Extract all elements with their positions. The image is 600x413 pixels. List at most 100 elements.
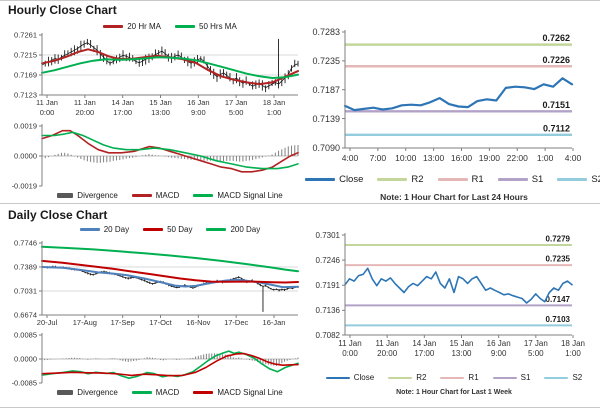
r2-swatch <box>388 376 413 379</box>
macd-swatch <box>131 391 152 394</box>
legend-label-macd-signal-line: MACD Signal Line <box>217 388 283 397</box>
20-hr-ma-swatch <box>103 25 124 28</box>
legend-item-macd: MACD <box>131 388 179 397</box>
legend-label-r2: R2 <box>411 174 424 185</box>
svg-text:0.7123: 0.7123 <box>14 91 37 100</box>
svg-text:20:00: 20:00 <box>377 349 398 358</box>
daily-price-legend: 20 Day 50 Day 200 Day <box>42 225 298 234</box>
hourly-price-legend: 20 Hr MA 50 Hrs MA <box>42 22 298 31</box>
svg-text:5:00: 5:00 <box>229 108 244 117</box>
legend-label-r1: R1 <box>468 373 479 382</box>
svg-text:0.7112: 0.7112 <box>543 123 570 133</box>
daily-macd-chart: 0.0085 0.0000 -0.0085 <box>12 331 299 388</box>
svg-text:-0.0019: -0.0019 <box>12 182 37 191</box>
divider-top <box>0 0 600 1</box>
50-hrs-ma-swatch <box>175 25 195 28</box>
svg-text:0.7746: 0.7746 <box>14 239 37 248</box>
svg-text:0.7389: 0.7389 <box>14 263 37 272</box>
legend-label-r2: R2 <box>416 373 427 382</box>
legend-item-50-hrs-ma: 50 Hrs MA <box>175 22 237 31</box>
legend-item-r2: R2 <box>377 174 424 185</box>
svg-text:-0.0085: -0.0085 <box>12 379 37 388</box>
legend-label-r1: R1 <box>471 174 484 185</box>
svg-text:0.7187: 0.7187 <box>312 85 340 95</box>
macd-signal-line-swatch <box>193 391 214 394</box>
svg-text:9:00: 9:00 <box>191 108 206 117</box>
svg-text:0.7262: 0.7262 <box>542 33 570 43</box>
svg-text:11 Jan: 11 Jan <box>36 98 58 107</box>
svg-text:0.7139: 0.7139 <box>312 114 340 124</box>
svg-text:0.7235: 0.7235 <box>312 56 340 66</box>
svg-text:10:00: 10:00 <box>395 153 417 163</box>
svg-text:18 Jan: 18 Jan <box>561 339 585 348</box>
svg-text:16 Jan: 16 Jan <box>487 339 511 348</box>
svg-text:1:00: 1:00 <box>267 108 282 117</box>
svg-text:17:00: 17:00 <box>113 108 132 117</box>
s2-swatch <box>557 178 588 181</box>
svg-text:19:00: 19:00 <box>479 153 501 163</box>
legend-label-20-hr-ma: 20 Hr MA <box>127 22 161 31</box>
svg-text:16-Nov: 16-Nov <box>186 318 210 327</box>
svg-text:1:00: 1:00 <box>537 153 554 163</box>
svg-text:0.7151: 0.7151 <box>542 100 570 110</box>
legend-label-s2: S2 <box>572 373 583 382</box>
legend-item-macd: MACD <box>131 191 179 200</box>
sr-week-chart: 0.7279 0.7235 0.7147 0.7103 0.7301 0.7246 0.71… <box>316 231 585 358</box>
divider-middle <box>0 203 600 204</box>
svg-text:11 Jan: 11 Jan <box>74 98 96 107</box>
svg-text:0.7215: 0.7215 <box>14 51 37 60</box>
svg-text:20:00: 20:00 <box>75 108 94 117</box>
50-day-swatch <box>143 228 164 231</box>
svg-text:0.7147: 0.7147 <box>546 295 571 304</box>
legend-item-s1: S1 <box>497 174 543 185</box>
svg-text:5:00: 5:00 <box>528 349 544 358</box>
sr-24h-legend: Close R2 R1 S1 S2 <box>305 174 600 185</box>
legend-item-r1: R1 <box>437 174 484 185</box>
legend-label-50-day: 50 Day <box>167 225 193 234</box>
daily-macd-legend: Divergence MACD MACD Signal Line <box>42 388 298 397</box>
hourly-macd-chart: 0.0019 0.0000 -0.0019 <box>12 122 299 191</box>
svg-text:13:00: 13:00 <box>151 108 170 117</box>
legend-item-r1: R1 <box>440 373 479 382</box>
svg-text:0.7261: 0.7261 <box>14 31 37 40</box>
legend-item-s2: S2 <box>557 174 600 185</box>
svg-text:0.7246: 0.7246 <box>316 256 341 265</box>
daily-section-title: Daily Close Chart <box>8 208 108 222</box>
legend-item-divergence: Divergence <box>57 191 118 200</box>
legend-item-close: Close <box>305 174 363 185</box>
svg-text:0.7283: 0.7283 <box>312 27 340 37</box>
svg-text:17 Jan: 17 Jan <box>524 339 548 348</box>
svg-text:11 Jan: 11 Jan <box>375 339 398 348</box>
legend-label-50-hrs-ma: 50 Hrs MA <box>199 22 237 31</box>
svg-text:15 Jan: 15 Jan <box>449 339 473 348</box>
legend-item-50-day: 50 Day <box>143 225 192 234</box>
sr-week-legend: Close R2 R1 S1 S2 <box>310 373 598 382</box>
legend-item-s2: S2 <box>544 373 582 382</box>
legend-item-r2: R2 <box>388 373 426 382</box>
legend-label-divergence: Divergence <box>77 388 118 397</box>
svg-text:0.7279: 0.7279 <box>546 235 571 244</box>
svg-text:17-Sep: 17-Sep <box>111 318 135 327</box>
svg-text:14 Jan: 14 Jan <box>412 339 436 348</box>
svg-text:0.0019: 0.0019 <box>14 122 37 131</box>
legend-item-s1: S1 <box>492 373 530 382</box>
r2-swatch <box>377 178 408 181</box>
hourly-section-title: Hourly Close Chart <box>8 3 117 17</box>
svg-text:0:00: 0:00 <box>342 349 358 358</box>
svg-text:0.6674: 0.6674 <box>14 311 37 320</box>
20-day-swatch <box>79 228 100 231</box>
s1-swatch <box>497 178 528 181</box>
divider-bottom <box>0 407 600 408</box>
legend-label-200-day: 200 Day <box>230 225 261 234</box>
legend-label-20-day: 20 Day <box>103 225 130 234</box>
svg-text:0.7082: 0.7082 <box>316 331 341 340</box>
svg-text:0.0000: 0.0000 <box>14 355 37 364</box>
hourly-macd-legend: Divergence MACD MACD Signal Line <box>42 191 298 200</box>
svg-text:0.7191: 0.7191 <box>316 281 341 290</box>
svg-text:17-Oct: 17-Oct <box>149 318 172 327</box>
svg-text:1:00: 1:00 <box>565 349 581 358</box>
200-day-swatch <box>206 228 227 231</box>
